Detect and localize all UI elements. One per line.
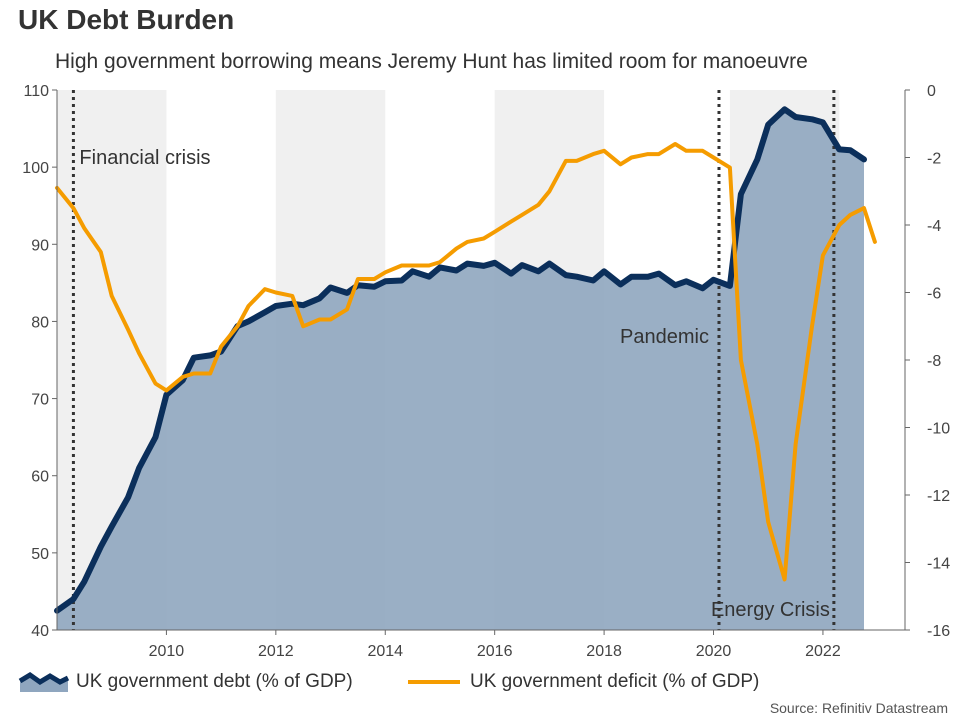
- event-lines: Financial crisis Pandemic Energy Crisis: [71, 90, 836, 630]
- y-left-tick-label: 90: [31, 237, 49, 254]
- y-right-tick-label: -10: [927, 421, 950, 438]
- legend-deficit: UK government deficit (% of GDP): [406, 668, 759, 696]
- debt-area-fill: [57, 109, 864, 631]
- y-right-tick-label: -6: [927, 286, 941, 303]
- x-tick-label: 2016: [477, 643, 513, 660]
- debt-line: [54, 106, 867, 614]
- debt-area: [57, 109, 864, 631]
- x-tick-label: 2010: [149, 643, 185, 660]
- chart-subtitle: High government borrowing means Jeremy H…: [55, 50, 808, 73]
- x-tick-label: 2022: [805, 643, 841, 660]
- chart-area: Financial crisis Pandemic Energy Crisis 40…: [22, 83, 950, 660]
- y-left-tick-label: 70: [31, 392, 49, 409]
- y-right-tick-label: -8: [927, 353, 941, 370]
- x-tick-label: 2018: [586, 643, 622, 660]
- y-left-tick-label: 40: [31, 623, 49, 640]
- legend-deficit-swatch: [408, 680, 460, 684]
- y-left-tick-label: 80: [31, 314, 49, 331]
- deficit-line: [55, 142, 877, 582]
- series-lines: [54, 106, 877, 614]
- y-right-tick-label: 0: [927, 83, 936, 100]
- legend-debt: UK government debt (% of GDP): [18, 668, 353, 696]
- x-tick-label: 2012: [258, 643, 294, 660]
- y-left-tick-label: 50: [31, 546, 49, 563]
- y-right-tick-label: -14: [927, 556, 950, 573]
- y-right-tick-label: -4: [927, 218, 941, 235]
- y-right-tick-label: -12: [927, 488, 950, 505]
- x-tick-label: 2020: [696, 643, 732, 660]
- y-right-tick-label: -2: [927, 151, 941, 168]
- event-label: Energy Crisis: [711, 599, 830, 621]
- event-label: Financial crisis: [79, 147, 210, 169]
- chart-title: UK Debt Burden: [18, 4, 235, 35]
- y-left-tick-label: 60: [31, 469, 49, 486]
- axes: 40 50 60 70 80 90 100 110 0 -2 -4 -6 -8 -10 -12 -14 -16 2…: [22, 83, 950, 660]
- y-right-tick-label: -16: [927, 623, 950, 640]
- y-left-tick-label: 110: [23, 83, 49, 100]
- y-left-tick-label: 100: [22, 160, 49, 177]
- source-note: Source: Refinitiv Datastream: [769, 700, 948, 716]
- x-tick-label: 2014: [367, 643, 403, 660]
- legend-debt-swatch: [18, 672, 70, 692]
- legend-debt-label: UK government debt (% of GDP): [76, 671, 353, 692]
- legend-deficit-label: UK government deficit (% of GDP): [470, 671, 760, 692]
- event-label: Pandemic: [620, 326, 709, 348]
